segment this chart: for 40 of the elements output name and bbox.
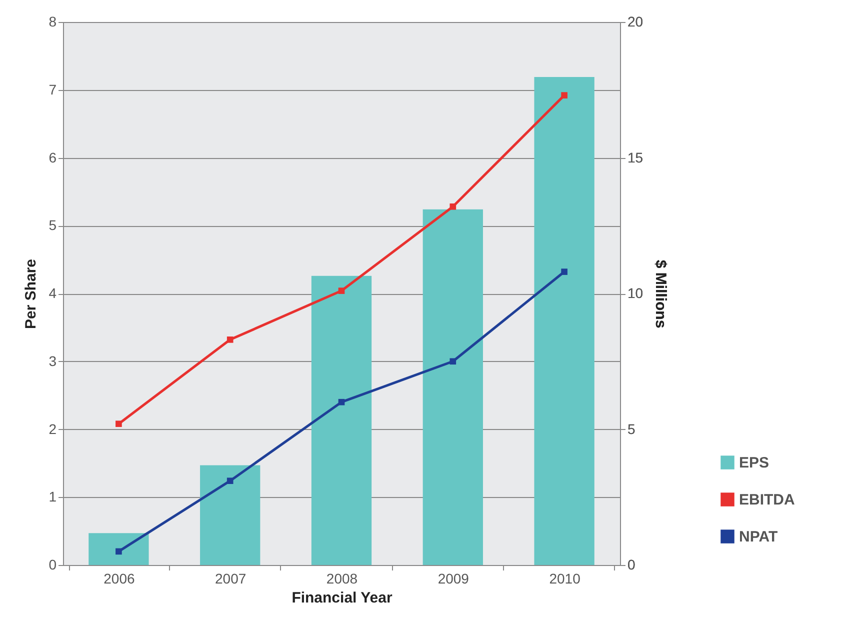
point [116, 548, 122, 555]
y-tick-label: 0 [48, 556, 57, 572]
y2-tick-label: 10 [628, 285, 644, 301]
point [226, 478, 234, 484]
y-tick-label: 2 [48, 420, 57, 437]
x-tick-label: 2008 [326, 570, 358, 586]
point [226, 336, 234, 343]
y-tick-label: 6 [48, 149, 57, 166]
y-tick-label: 3 [48, 352, 57, 369]
y2-axis-title: $ Millions [652, 260, 670, 328]
point [561, 92, 568, 98]
bar [311, 276, 372, 565]
legend-label: NPAT [739, 528, 778, 546]
x-tick-label: 2006 [104, 570, 135, 586]
x-tick-label: 2010 [549, 570, 581, 586]
y2-tick-label: 5 [628, 420, 636, 437]
x-axis-title: Financial Year [292, 590, 392, 606]
legend-label: EPS [739, 454, 770, 472]
y-tick-label: 7 [48, 81, 57, 98]
y-tick-label: 5 [48, 217, 57, 234]
y2-tick-label: 0 [628, 556, 636, 572]
y2-tick-label: 15 [628, 149, 644, 166]
point [561, 268, 568, 275]
x-tick-label: 2007 [215, 570, 246, 586]
point [116, 420, 122, 427]
bar [88, 533, 149, 565]
point [450, 203, 456, 210]
bar [422, 209, 483, 565]
y-tick-label: 1 [48, 488, 57, 505]
point [450, 358, 456, 365]
point [338, 398, 345, 406]
point [338, 288, 345, 294]
y-tick-label: 4 [48, 285, 57, 301]
y-axis-title: Per Share [22, 258, 40, 330]
x-tick-label: 2009 [438, 570, 470, 586]
y-tick-label: 8 [48, 14, 57, 30]
bar [534, 76, 594, 565]
y2-tick-label: 20 [628, 14, 644, 30]
bar [200, 465, 260, 565]
legend-label: EBITDA [739, 492, 795, 508]
